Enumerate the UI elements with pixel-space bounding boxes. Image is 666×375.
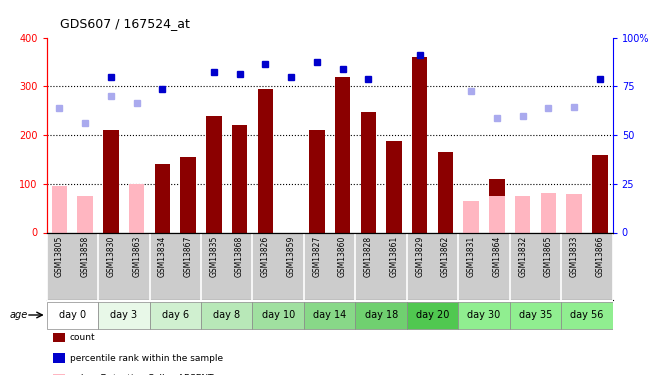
Bar (490, 179, 505, 232)
Bar (407, 302, 458, 328)
Bar (335, 76, 350, 232)
Bar (201, 302, 252, 328)
Bar (592, 156, 607, 232)
Text: day 56: day 56 (570, 310, 603, 320)
Bar (129, 184, 145, 232)
Text: GSM13860: GSM13860 (338, 236, 347, 277)
Text: day 20: day 20 (416, 310, 450, 320)
Text: day 30: day 30 (468, 310, 501, 320)
Text: GSM13826: GSM13826 (261, 236, 270, 277)
Text: value, Detection Call = ABSENT: value, Detection Call = ABSENT (70, 374, 213, 375)
Text: GSM13862: GSM13862 (441, 236, 450, 277)
Bar (566, 194, 582, 232)
Text: percentile rank within the sample: percentile rank within the sample (70, 354, 223, 363)
Bar (206, 116, 222, 232)
Text: GSM13835: GSM13835 (209, 236, 218, 277)
Bar (386, 141, 402, 232)
Text: GSM13831: GSM13831 (467, 236, 476, 277)
Bar (515, 196, 530, 232)
Text: day 6: day 6 (162, 310, 189, 320)
Text: day 18: day 18 (364, 310, 398, 320)
Text: GSM13827: GSM13827 (312, 236, 321, 277)
Text: GSM13863: GSM13863 (132, 236, 141, 277)
Text: day 14: day 14 (313, 310, 346, 320)
Text: day 0: day 0 (59, 310, 86, 320)
Text: GSM13859: GSM13859 (286, 236, 296, 277)
Bar (464, 201, 479, 232)
Text: day 10: day 10 (262, 310, 295, 320)
Text: GSM13865: GSM13865 (544, 236, 553, 277)
Text: age: age (10, 310, 28, 320)
Text: GSM13866: GSM13866 (595, 236, 604, 277)
Bar (252, 302, 304, 328)
Text: GSM13867: GSM13867 (184, 236, 192, 277)
Bar (490, 196, 505, 232)
Text: GSM13858: GSM13858 (81, 236, 90, 277)
Text: GSM13805: GSM13805 (55, 236, 64, 277)
Text: GSM13861: GSM13861 (390, 236, 398, 277)
Bar (541, 192, 556, 232)
Text: GSM13833: GSM13833 (569, 236, 579, 277)
Bar (509, 302, 561, 328)
Bar (150, 302, 201, 328)
Text: day 3: day 3 (111, 310, 137, 320)
Text: GSM13830: GSM13830 (107, 236, 115, 277)
Bar (412, 57, 428, 232)
Text: count: count (70, 333, 95, 342)
Bar (309, 130, 324, 232)
Bar (360, 112, 376, 232)
Bar (356, 302, 407, 328)
Text: day 8: day 8 (213, 310, 240, 320)
Bar (438, 152, 453, 232)
Text: GSM13828: GSM13828 (364, 236, 373, 277)
Text: GSM13864: GSM13864 (492, 236, 501, 277)
Bar (47, 302, 98, 328)
Bar (103, 130, 119, 232)
Bar (232, 125, 247, 232)
Bar (304, 302, 356, 328)
Bar (77, 196, 93, 232)
Bar (561, 302, 613, 328)
Text: day 35: day 35 (519, 310, 552, 320)
Text: GSM13832: GSM13832 (518, 236, 527, 277)
Bar (98, 302, 150, 328)
Text: GSM13829: GSM13829 (415, 236, 424, 277)
Text: GSM13868: GSM13868 (235, 236, 244, 277)
Bar (52, 186, 67, 232)
Bar (458, 302, 509, 328)
Text: GDS607 / 167524_at: GDS607 / 167524_at (60, 17, 190, 30)
Bar (258, 89, 273, 232)
Bar (155, 164, 170, 232)
Bar (180, 157, 196, 232)
Text: GSM13834: GSM13834 (158, 236, 167, 277)
